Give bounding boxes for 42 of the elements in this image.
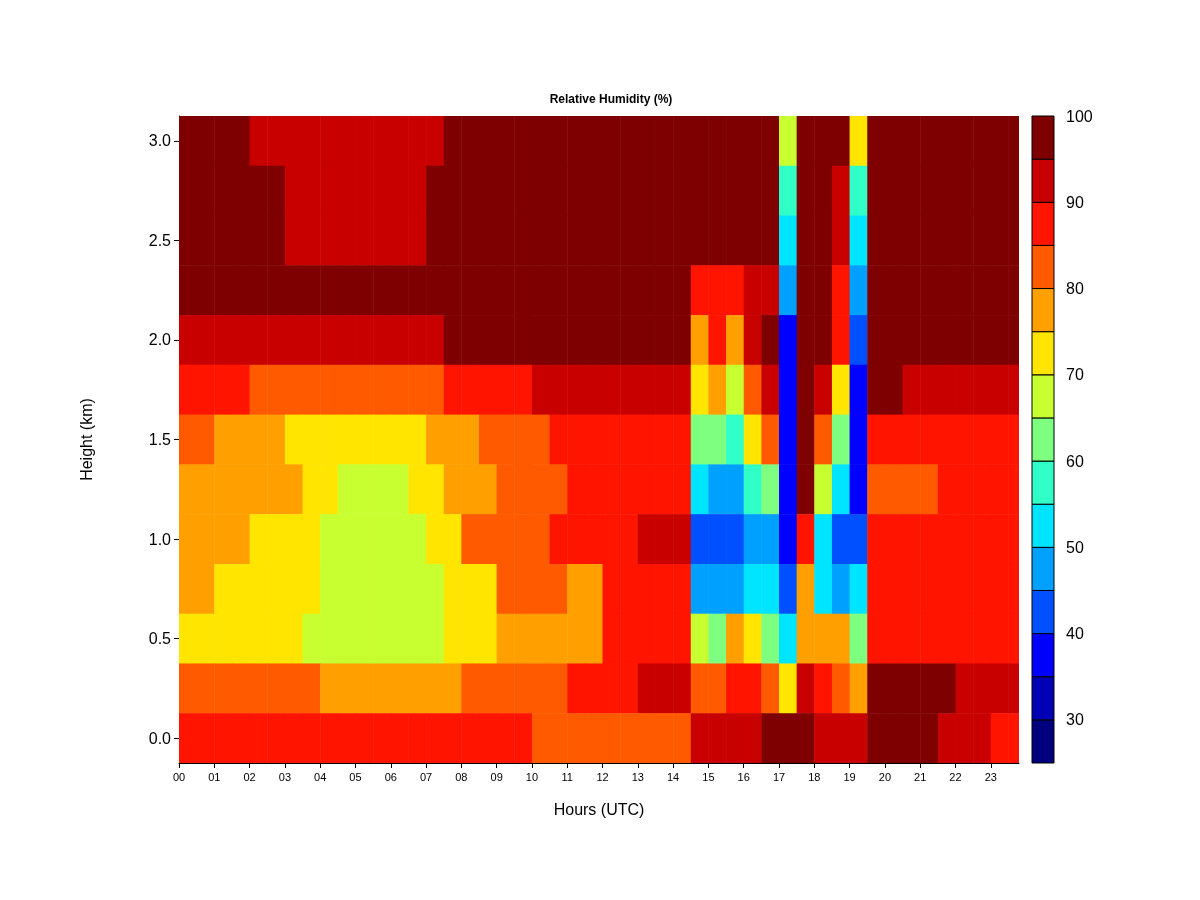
y-tick-label: 1.0	[148, 530, 172, 548]
x-tick-label: 03	[278, 770, 292, 783]
x-tick-label: 08	[455, 770, 468, 783]
color-bar-label: 60	[1066, 452, 1084, 470]
x-tick-label: 00	[172, 770, 186, 783]
y-tick-label: 2.5	[148, 231, 172, 249]
x-tick-label: 02	[243, 770, 256, 783]
color-bar-label: 70	[1066, 366, 1084, 384]
x-tick-label: 11	[561, 770, 573, 783]
x-tick-label: 22	[949, 770, 962, 783]
x-tick-label: 01	[208, 770, 221, 783]
x-tick-label: 07	[419, 770, 433, 783]
chart-title: Relative Humidity (%)	[549, 92, 673, 106]
y-tick-label: 1.5	[148, 431, 172, 448]
x-tick-label: 18	[808, 770, 821, 783]
x-tick-label: 15	[702, 770, 715, 783]
y-tick-label: 0.0	[148, 729, 172, 747]
x-tick-label: 13	[631, 770, 644, 783]
x-tick-label: 16	[737, 770, 750, 783]
x-tick-label: 10	[525, 770, 539, 783]
x-tick-label: 21	[914, 770, 927, 783]
x-tick-label: 05	[349, 770, 362, 783]
x-tick-label: 09	[490, 770, 503, 783]
color-bar-label: 30	[1066, 711, 1084, 729]
x-tick-label: 23	[984, 770, 997, 783]
color-bar-label: 100	[1066, 107, 1093, 125]
x-tick-label: 12	[596, 770, 609, 783]
x-tick-label: 04	[314, 770, 327, 783]
color-bar-label: 40	[1066, 625, 1084, 643]
x-tick-label: 06	[384, 770, 397, 783]
x-tick-label: 17	[772, 770, 786, 783]
x-axis-title: Hours (UTC)	[553, 800, 645, 818]
y-axis-title: Height (km)	[77, 398, 95, 481]
color-bar-label: 50	[1066, 538, 1084, 556]
y-tick-label: 0.5	[148, 630, 172, 648]
x-tick-label: 14	[666, 770, 680, 783]
color-bar-label: 80	[1066, 280, 1084, 298]
x-tick-label: 19	[843, 770, 856, 783]
x-tick-label: 20	[878, 770, 892, 783]
y-tick-label: 2.0	[148, 331, 172, 349]
color-bar-label: 90	[1066, 193, 1084, 211]
y-tick-label: 3.0	[148, 132, 172, 150]
